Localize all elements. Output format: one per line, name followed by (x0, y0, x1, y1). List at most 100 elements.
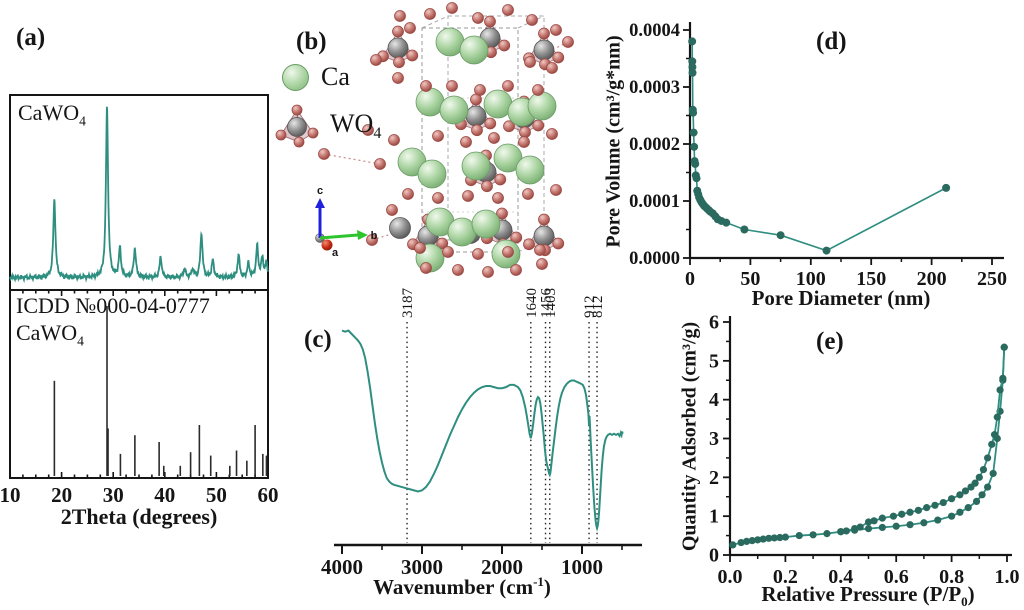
wo4-legend-label: WO4 (330, 108, 382, 143)
oxygen-atom (318, 148, 330, 160)
oxygen-atom (414, 242, 426, 254)
isotherm-desorption-point (898, 510, 906, 518)
isotherm-adsorption-point (809, 531, 817, 539)
oxygen-atom (510, 264, 522, 276)
oxygen-atom (503, 120, 515, 133)
isotherm-adsorption-point (743, 537, 751, 546)
pore-data-point (692, 174, 701, 183)
oxygen-atom (502, 4, 514, 16)
pore-data-point (688, 68, 697, 77)
gizmo-a-ball (321, 239, 333, 251)
gizmo-c-arrowhead (315, 198, 325, 208)
isotherm-adsorption-point (948, 512, 956, 520)
oxygen-atom (402, 188, 414, 200)
oxygen-atom (432, 130, 444, 142)
oxygen-atom (374, 158, 386, 170)
pore-y-tick-label: 0.0002 (629, 135, 680, 155)
ca-legend-row: Ca (282, 62, 350, 92)
isotherm-desorption-point (870, 517, 878, 525)
tungsten-atom (389, 217, 411, 239)
oxygen-atom (460, 136, 472, 148)
oxygen-atom (484, 117, 497, 130)
pore-y-tick-label: 0.0004 (629, 21, 680, 41)
isotherm-adsorption-point (776, 533, 784, 542)
xrd-x-tick-label: 10 (0, 483, 21, 507)
calcium-atom (459, 35, 489, 65)
isotherm-adsorption-point (781, 533, 789, 541)
isotherm-xaxis-title: Relative Pressure (P/P0) (761, 582, 975, 610)
oxygen-atom (370, 54, 382, 66)
isotherm-adsorption-point (892, 522, 900, 530)
pore-x-tick-label: 0 (685, 268, 695, 290)
isotherm-adsorption-point (906, 521, 914, 529)
isotherm-desorption-point (956, 491, 964, 499)
oxygen-atom (392, 72, 404, 84)
xrd-ref-sample-label: CaWO4 (16, 320, 84, 349)
oxygen-atom (532, 84, 544, 96)
isotherm-adsorption-point (964, 504, 972, 512)
isotherm-y-tick-label: 1 (709, 506, 719, 528)
pore-data-point (688, 57, 697, 66)
isotherm-desorption-point (878, 514, 886, 522)
pore-x-tick-label: 200 (917, 268, 947, 290)
isotherm-adsorption-point (920, 519, 928, 527)
ca-legend-label: Ca (321, 62, 350, 91)
wo4-tetrahedron-icon (275, 104, 319, 148)
pore-data-point (942, 183, 951, 192)
isotherm-x-tick-label: 0.4 (828, 566, 853, 588)
isotherm-desorption-point (948, 495, 956, 503)
gizmo-c-label: c (317, 185, 323, 197)
oxygen-atom (406, 49, 419, 62)
ftir-annotation-label: 912 (582, 296, 598, 319)
tungsten-atom (533, 39, 555, 61)
oxygen-atom (394, 10, 406, 22)
xrd-measured-curve (9, 106, 269, 284)
oxygen-atom (472, 248, 484, 260)
isotherm-desorption-point (856, 523, 864, 531)
tungsten-atom (533, 225, 555, 247)
oxygen-atom (432, 192, 444, 204)
isotherm-desorption-point (984, 454, 992, 462)
oxygen-atom (532, 119, 545, 132)
oxygen-atom (562, 36, 574, 48)
xrd-xaxis-title: 2Theta (degrees) (60, 504, 218, 529)
isotherm-x-tick-label: 0.0 (718, 566, 743, 588)
oxygen-atom (552, 237, 565, 250)
pore-data-point (688, 37, 697, 46)
isotherm-adsorption-point (748, 537, 756, 545)
oxygen-atom (393, 56, 405, 69)
oxygen-atom (472, 12, 484, 24)
isotherm-adsorption-point (864, 524, 873, 533)
oxygen-atom (534, 244, 546, 256)
pore-yaxis-title: Pore Volume (cm³/g*nm) (602, 35, 625, 248)
pore-xaxis-title: Pore Diameter (nm) (751, 286, 931, 310)
gizmo-a-label: a (332, 247, 339, 259)
oxygen-atom (420, 262, 432, 274)
oxygen-atom (488, 132, 500, 144)
isotherm-y-tick-label: 0 (709, 545, 719, 567)
tungsten-atom (465, 105, 487, 127)
isotherm-desorption-point (967, 483, 975, 491)
oxygen-atom (481, 180, 493, 193)
isotherm-adsorption-point (759, 535, 767, 543)
isotherm-adsorption-point (823, 530, 831, 538)
oxygen-atom (420, 80, 432, 92)
panel-c-label: (c) (304, 326, 332, 353)
pore-data-point (689, 108, 698, 117)
oxygen-atom (550, 24, 562, 36)
xrd-ref-id-label: ICDD №000-04-0777 (16, 293, 210, 318)
isotherm-y-tick-label: 3 (709, 428, 719, 450)
xrd-x-tick-label: 20 (51, 483, 72, 507)
isotherm-adsorption-point (984, 483, 992, 491)
bond-line (323, 153, 381, 165)
isotherm-desorption-point (961, 487, 970, 495)
panel-e-label: (e) (816, 328, 844, 355)
oxygen-atom (392, 25, 404, 38)
oxygen-atom (442, 246, 454, 258)
ftir-x-tick-label: 2000 (481, 555, 523, 579)
oxygen-atom (518, 136, 530, 148)
isotherm-adsorption-point (737, 538, 745, 547)
isotherm-desorption-point (996, 386, 1004, 394)
